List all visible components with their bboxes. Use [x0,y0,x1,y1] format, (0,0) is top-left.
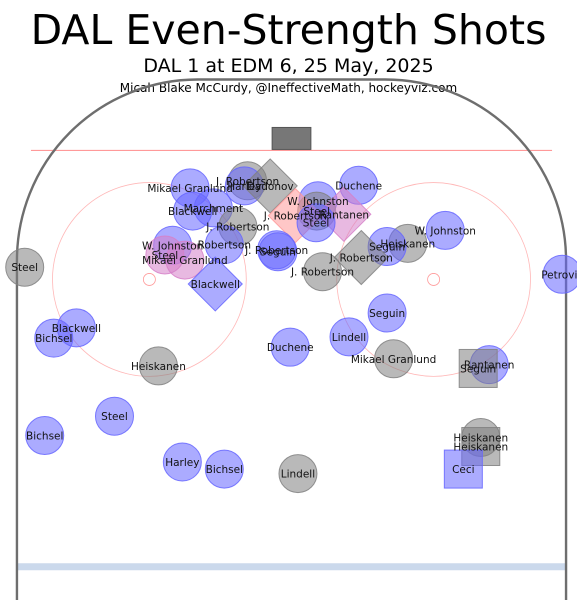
shot-label: Petrovic [541,269,577,281]
shot-label: J. Robertson [290,267,354,279]
shot-label: Steel [303,218,330,230]
shot-marker [278,454,318,494]
shot-marker [173,191,213,231]
shot-marker [542,254,577,294]
shot-marker [94,396,134,436]
shot-label: W. Johnston [415,225,476,237]
shot-marker [303,252,343,292]
shot-label: Steel [101,411,128,423]
chart-subtitle: DAL 1 at EDM 6, 25 May, 2025 [143,55,434,77]
chart-title: DAL Even-Strength Shots [30,6,547,54]
shot-label: Heiskanen [453,432,508,444]
shot-marker [5,247,45,287]
shot-label: Dadonov [247,181,294,193]
shot-label: J. Robertson [215,176,279,188]
shot-marker [329,317,369,357]
shot-label: Bichsel [206,464,243,476]
shot-marker [204,449,244,489]
shot-label: Lindell [332,332,366,344]
shot-label: Blackwell [52,323,101,335]
shots-layer [5,158,577,494]
shot-marker [34,318,74,358]
shot-label: Duchene [335,180,382,192]
rink-lines [15,78,568,600]
shot-label: Blackwell [191,279,240,291]
shot-label: Harley [165,457,199,469]
shot-label: Rantanen [464,360,514,372]
shot-marker [443,449,483,489]
shot-label: Bichsel [26,431,63,443]
chart-credit: Micah Blake McCurdy, @IneffectiveMath, h… [119,81,458,95]
shot-label: Marchment [184,203,243,215]
shot-label: Rantanen [319,209,369,221]
shot-label: W. Johnston [142,240,203,252]
shot-label: Robertson [198,240,251,252]
shot-marker [187,256,243,312]
blue-line [16,563,567,571]
shot-label: Lindell [281,469,315,481]
shot-label: Seguin [369,308,405,320]
faceoff-dot-left [142,273,156,286]
shot-label: Heiskanen [380,238,435,250]
shot-marker [374,339,414,379]
shot-label: Heiskanen [453,442,508,454]
shot-label: Duchene [267,342,314,354]
shot-label: Seguin [369,242,405,254]
shot-label: J. Robertson [263,211,327,223]
shot-marker [296,203,336,243]
shot-label: J. Robertson [205,222,269,234]
shot-marker [25,416,65,456]
goal-net [271,126,312,150]
shot-marker [458,348,498,388]
shot-marker [270,327,310,367]
shot-label: Steel [303,206,330,218]
shot-label: Mikael Granlund [142,255,227,267]
shot-label: Mikael Granlund [147,183,232,195]
shot-label: Bichsel [35,333,72,345]
shot-label: Seguin [460,363,496,375]
shot-marker [138,346,178,386]
shot-marker [367,293,407,333]
shot-marker [258,232,298,272]
shot-marker [333,229,389,286]
shot-label: Seguin [260,247,296,259]
shot-label: J. Robertson [244,245,308,257]
shot-label: Ceci [452,464,474,476]
shot-marker [162,442,202,482]
shot-label: Steel [11,262,38,274]
shot-label: Harley [227,181,261,193]
shot-label: Steel [152,250,179,262]
shot-marker [425,210,465,250]
shot-label: W. Johnston [287,196,348,208]
shot-label: Blackwell [168,206,217,218]
boards [15,78,568,600]
shot-label: Heiskanen [131,361,186,373]
shot-marker [204,225,244,265]
shot-label: J. Robertson [329,253,393,265]
faceoff-dot-right [427,273,441,286]
shot-marker [165,240,205,280]
shot-marker [242,158,298,214]
shot-label: Mikael Granlund [351,354,436,366]
